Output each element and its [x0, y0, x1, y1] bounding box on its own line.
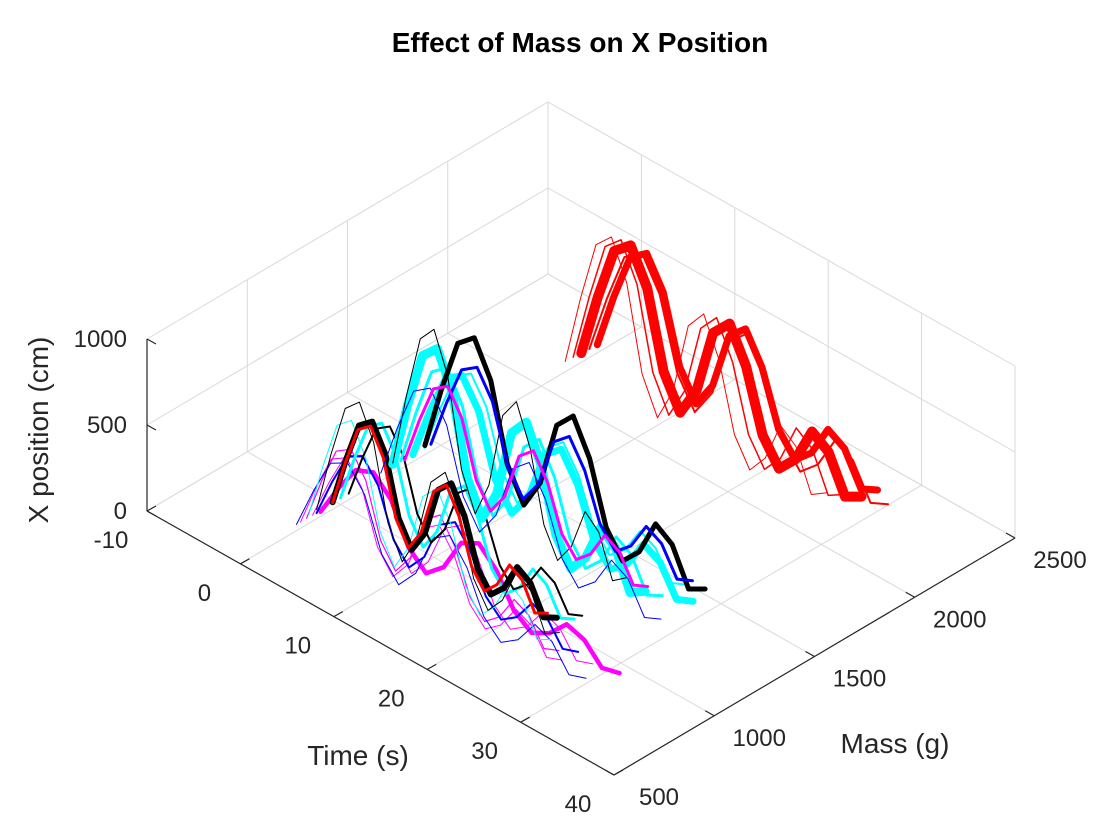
x-tick-label: 20 — [378, 685, 405, 712]
series-line — [308, 419, 552, 641]
x-tick-label: -10 — [94, 527, 129, 554]
series-line — [588, 252, 890, 506]
z-tick-mark — [146, 338, 157, 345]
y-tick-mark — [704, 710, 715, 717]
z-tick-mark — [146, 510, 157, 517]
x-axis-line — [146, 510, 615, 776]
series-line — [399, 366, 664, 598]
back-wall-grid-line — [547, 101, 1016, 367]
y-tick-mark — [905, 591, 916, 598]
chart-title: Effect of Mass on X Position — [392, 27, 768, 58]
series-line — [347, 425, 584, 617]
x-tick-mark — [613, 769, 624, 776]
x-tick-mark — [520, 716, 530, 723]
z-axis-label: X position (cm) — [23, 337, 54, 524]
y-tick-mark — [1005, 532, 1016, 539]
left-wall-grid-line — [146, 273, 549, 512]
series-line — [392, 328, 627, 582]
back-wall-grid-line — [547, 273, 1016, 539]
axes-layer — [146, 338, 1016, 776]
series-line — [572, 239, 845, 497]
y-tick-label: 1500 — [833, 666, 886, 693]
series-line — [576, 240, 867, 502]
left-wall-grid-line — [146, 101, 549, 340]
x-tick-mark — [240, 558, 250, 565]
x-tick-mark — [426, 663, 437, 670]
y-tick-label: 500 — [639, 784, 679, 811]
y-axis-label: Mass (g) — [841, 728, 950, 759]
x-tick-label: 30 — [471, 738, 498, 765]
y-tick-label: 2000 — [933, 606, 986, 633]
series-line — [422, 335, 708, 592]
y-tick-label: 2500 — [1033, 547, 1086, 574]
series-line — [593, 249, 881, 494]
x-tick-label: 40 — [565, 791, 592, 818]
y-tick-mark — [604, 769, 615, 776]
x-axis-label: Time (s) — [307, 740, 409, 771]
z-tick-mark — [146, 424, 157, 431]
y-tick-mark — [805, 650, 815, 658]
x-tick-label: 0 — [198, 580, 211, 607]
series-layer — [296, 236, 890, 679]
left-wall-grid-line — [146, 187, 549, 426]
series-line — [339, 421, 576, 621]
series-line — [331, 424, 549, 615]
y-tick-label: 1000 — [733, 725, 786, 752]
z-tick-label: 0 — [114, 498, 127, 525]
floor-grid-line — [447, 332, 915, 598]
series-line — [380, 387, 662, 620]
series-line — [423, 372, 688, 586]
series-line — [429, 365, 694, 583]
series-line — [564, 236, 828, 495]
back-wall-grid-line — [547, 187, 1016, 453]
series-line — [403, 384, 650, 588]
x-tick-label: 10 — [284, 633, 311, 660]
z-tick-label: 1000 — [74, 326, 127, 353]
x-tick-mark — [146, 505, 157, 512]
z-tick-label: 500 — [87, 412, 127, 439]
x-tick-mark — [333, 611, 344, 618]
